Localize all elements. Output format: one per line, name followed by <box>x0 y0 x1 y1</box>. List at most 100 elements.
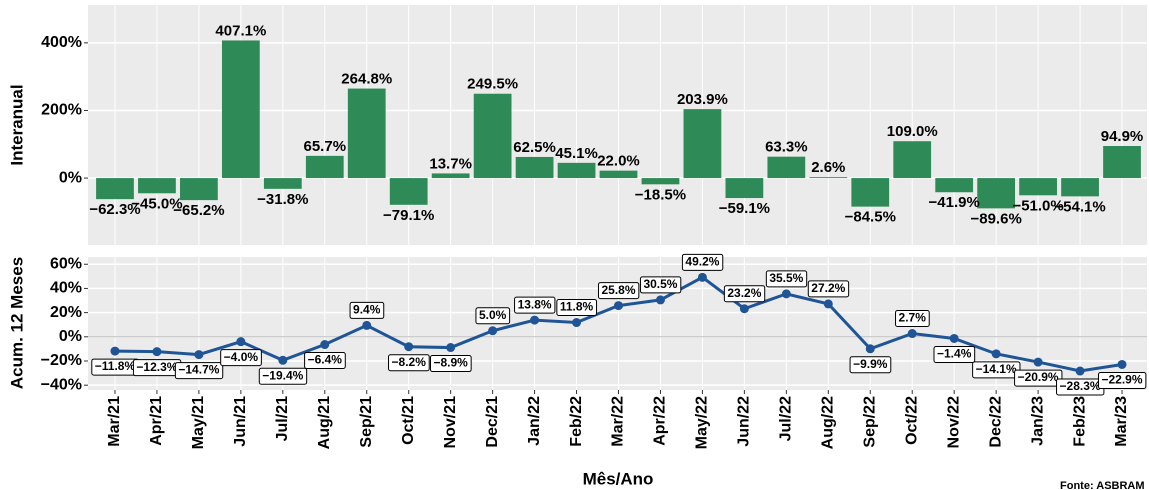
label-box <box>556 299 598 317</box>
point <box>739 304 749 314</box>
label-box <box>349 301 385 319</box>
x-tick-label: Nov/22 <box>945 396 962 449</box>
bar <box>809 177 848 179</box>
value-label-box: −14.1% <box>972 361 1021 379</box>
value-label-box: 35.5% <box>765 270 808 288</box>
value-label: −8.9% <box>433 356 468 370</box>
bar <box>599 170 638 179</box>
value-label-box: −1.4% <box>933 345 976 363</box>
value-label: −54.1% <box>1054 198 1105 215</box>
value-label: −6.4% <box>308 353 343 367</box>
value-label-box: −28.3% <box>1056 378 1105 396</box>
value-label-box: 5.0% <box>475 307 511 325</box>
top-panel <box>88 5 1147 245</box>
point <box>236 337 246 347</box>
value-label-box: −6.4% <box>304 352 346 370</box>
value-label: −11.8% <box>95 359 136 373</box>
y-tick-label: −40% <box>41 376 82 393</box>
label-box <box>895 310 930 328</box>
value-label: 22.0% <box>597 153 640 170</box>
value-label: −1.4% <box>937 347 972 361</box>
point <box>530 315 540 325</box>
value-label: −84.5% <box>845 209 896 226</box>
x-tick-label: May/22 <box>694 396 711 449</box>
bar <box>1019 178 1057 196</box>
y-tick-label: −20% <box>41 352 82 369</box>
label-box <box>639 276 682 294</box>
value-label: 11.8% <box>560 300 594 314</box>
bar <box>263 178 302 189</box>
point <box>320 340 330 350</box>
bar <box>557 162 596 179</box>
y-tick-label: 0% <box>59 328 82 345</box>
value-label: −79.1% <box>383 207 434 224</box>
value-label: 13.8% <box>518 297 552 311</box>
x-tick-label: Mar/23 <box>1113 396 1130 447</box>
point <box>362 320 372 330</box>
value-label: 13.7% <box>429 155 472 172</box>
x-tick-label: Mar/22 <box>610 396 627 447</box>
point <box>991 349 1001 359</box>
value-label: 109.0% <box>887 123 938 140</box>
bar <box>1103 145 1141 179</box>
x-tick-label: Oct/22 <box>903 396 920 445</box>
value-label: 2.7% <box>899 311 927 325</box>
y-tick-label: 400% <box>41 34 82 51</box>
y-axis-title: Acum. 12 Meses <box>7 257 26 389</box>
value-label: 264.8% <box>341 71 392 88</box>
point <box>823 299 833 309</box>
value-label-box: 13.8% <box>514 296 556 314</box>
x-tick-label: Apr/21 <box>148 396 165 446</box>
value-label-box: −9.9% <box>849 356 892 374</box>
value-label: −89.6% <box>970 210 1021 227</box>
value-label-box: 27.2% <box>807 280 850 298</box>
x-tick-label: Nov/21 <box>442 396 459 449</box>
value-label-box: 9.4% <box>349 301 385 319</box>
label-box <box>765 270 808 288</box>
bar <box>221 40 260 179</box>
y-axis-title: Interanual <box>7 84 26 165</box>
value-label: 249.5% <box>467 76 518 93</box>
value-label: −14.7% <box>178 363 219 377</box>
label-box <box>1014 369 1063 387</box>
x-tick-label: Mar/21 <box>106 396 123 447</box>
value-label: 9.4% <box>353 303 381 317</box>
label-box <box>597 282 640 300</box>
y-tick-label: 20% <box>50 304 82 321</box>
value-label-box: −12.3% <box>132 359 182 377</box>
label-box <box>849 356 892 374</box>
value-label: −18.5% <box>635 186 686 203</box>
x-tick-label: Jul/22 <box>778 396 795 441</box>
value-label: 30.5% <box>643 277 677 291</box>
bar <box>893 141 932 179</box>
x-tick-label: Jun/22 <box>736 396 753 447</box>
value-label: 65.7% <box>304 138 347 155</box>
bar <box>641 178 680 185</box>
value-label-box: −22.9% <box>1097 371 1147 389</box>
value-label-box: −8.9% <box>429 355 472 373</box>
x-tick-label: Sep/22 <box>861 396 878 448</box>
x-tick-label: Dec/21 <box>484 396 501 448</box>
point <box>1033 357 1043 367</box>
bar <box>305 155 344 179</box>
x-tick-label: Feb/23 <box>1071 396 1088 447</box>
bar <box>725 178 764 199</box>
value-label-box: 49.2% <box>681 253 724 271</box>
label-box <box>258 367 308 385</box>
x-tick-label: Jan/22 <box>526 396 543 446</box>
value-label-box: −19.4% <box>258 367 308 385</box>
point <box>446 343 456 353</box>
value-label: −19.4% <box>262 368 303 382</box>
value-label: −65.2% <box>173 202 224 219</box>
point <box>572 318 582 328</box>
label-box <box>514 296 556 314</box>
x-tick-label: Oct/21 <box>400 396 417 445</box>
bar <box>389 178 428 205</box>
label-box <box>174 362 224 380</box>
x-tick-label: May/21 <box>190 396 207 449</box>
x-tick-label: Apr/22 <box>652 396 669 446</box>
point <box>655 295 665 305</box>
bar <box>851 178 890 207</box>
value-label: 62.5% <box>513 139 556 156</box>
